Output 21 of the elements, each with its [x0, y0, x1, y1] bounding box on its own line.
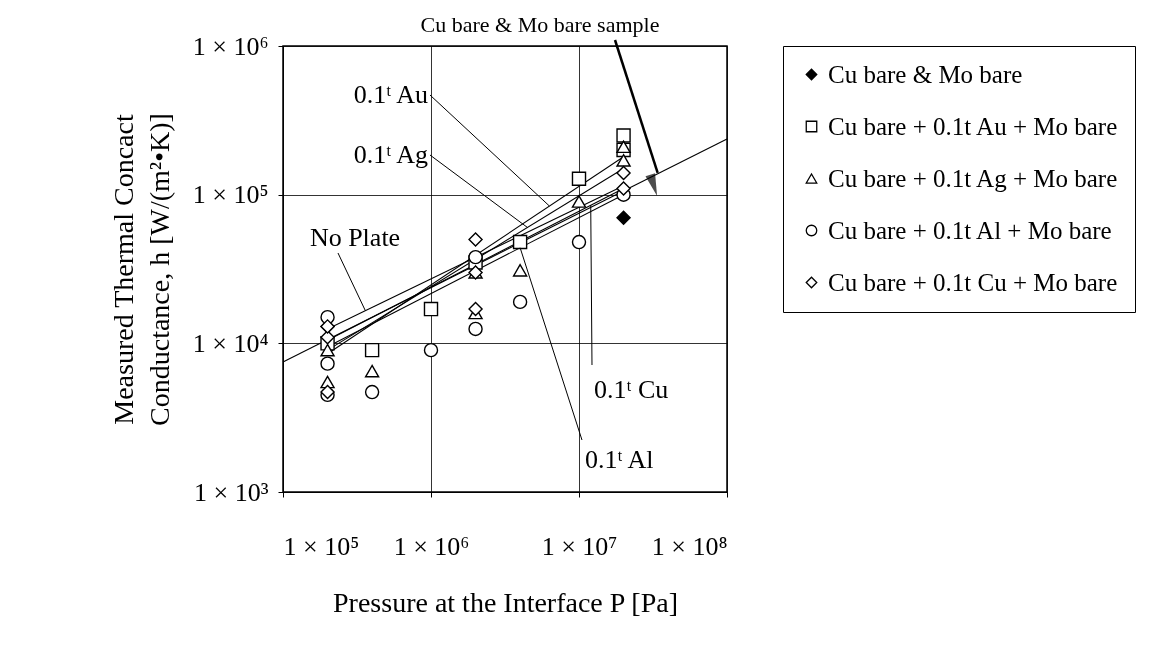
legend-label: Cu bare & Mo bare [828, 60, 1023, 88]
legend-label: Cu bare + 0.1t Cu + Mo bare [828, 268, 1118, 296]
x-tick-label: 1 × 10⁶ [393, 531, 470, 561]
annotation: 0.1ᵗ Cu [594, 375, 669, 404]
annotation: No Plate [309, 223, 401, 252]
y-tick-label: 1 × 10⁴ [192, 328, 269, 358]
x-axis-title: Pressure at the Interface P [Pa] [333, 586, 678, 618]
y-axis-title: Measured Thermal Concact Conductance, h [W/(m²•K)] [107, 113, 175, 426]
legend-label: Cu bare + 0.1t Ag + Mo bare [828, 164, 1118, 192]
annotation: 0.1ᵗ Ag [353, 140, 428, 169]
x-tick-label: 1 × 10⁵ [283, 531, 360, 561]
y-tick-label: 1 × 10⁵ [192, 180, 269, 210]
x-tick-label: 1 × 10⁷ [541, 531, 618, 561]
annotation: 0.1ᵗ Al [585, 445, 654, 474]
legend-label: Cu bare + 0.1t Au + Mo bare [828, 112, 1118, 140]
y-tick-label: 1 × 10³ [194, 477, 269, 507]
legend-label: Cu bare + 0.1t Al + Mo bare [828, 216, 1112, 244]
annotation: Cu bare & Mo bare sample [420, 12, 660, 37]
y-tick-label: 1 × 10⁶ [192, 31, 269, 61]
x-tick-label: 1 × 10⁸ [651, 531, 728, 561]
annotation: 0.1ᵗ Au [353, 80, 428, 109]
